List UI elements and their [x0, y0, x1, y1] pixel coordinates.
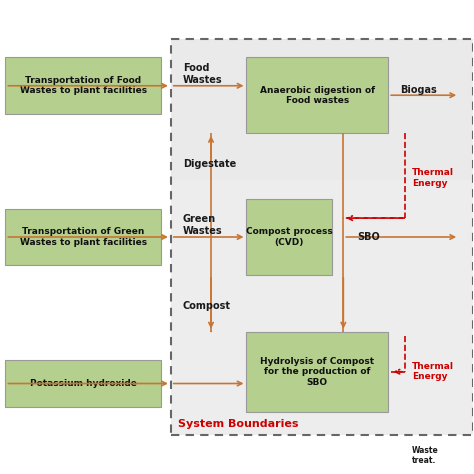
FancyBboxPatch shape — [246, 199, 331, 275]
Text: Green
Wastes: Green Wastes — [182, 214, 222, 236]
Text: Digestate: Digestate — [182, 159, 236, 169]
FancyBboxPatch shape — [5, 360, 161, 407]
FancyBboxPatch shape — [246, 331, 388, 412]
Text: Potassium hydroxide: Potassium hydroxide — [30, 379, 137, 388]
Text: Transportation of Food
Wastes to plant facilities: Transportation of Food Wastes to plant f… — [20, 76, 147, 95]
Text: System Boundaries: System Boundaries — [178, 419, 299, 428]
Text: Transportation of Green
Wastes to plant facilities: Transportation of Green Wastes to plant … — [20, 228, 147, 246]
Bar — [171, 38, 474, 436]
Text: SBO: SBO — [357, 232, 380, 242]
FancyBboxPatch shape — [5, 209, 161, 265]
Text: Waste
treat.: Waste treat. — [412, 446, 438, 465]
FancyBboxPatch shape — [5, 57, 161, 114]
Text: Thermal
Energy: Thermal Energy — [412, 168, 454, 188]
Bar — [171, 38, 474, 180]
FancyBboxPatch shape — [246, 57, 388, 133]
Text: Anaerobic digestion of
Food wastes: Anaerobic digestion of Food wastes — [260, 85, 375, 105]
Text: Food
Wastes: Food Wastes — [182, 63, 222, 85]
Text: Hydrolysis of Compost
for the production of
SBO: Hydrolysis of Compost for the production… — [260, 357, 374, 387]
Text: Thermal
Energy: Thermal Energy — [412, 362, 454, 382]
Text: Compost process
(CVD): Compost process (CVD) — [246, 228, 332, 246]
Bar — [171, 38, 474, 436]
Text: Compost: Compost — [182, 301, 231, 310]
Text: Biogas: Biogas — [400, 85, 437, 95]
